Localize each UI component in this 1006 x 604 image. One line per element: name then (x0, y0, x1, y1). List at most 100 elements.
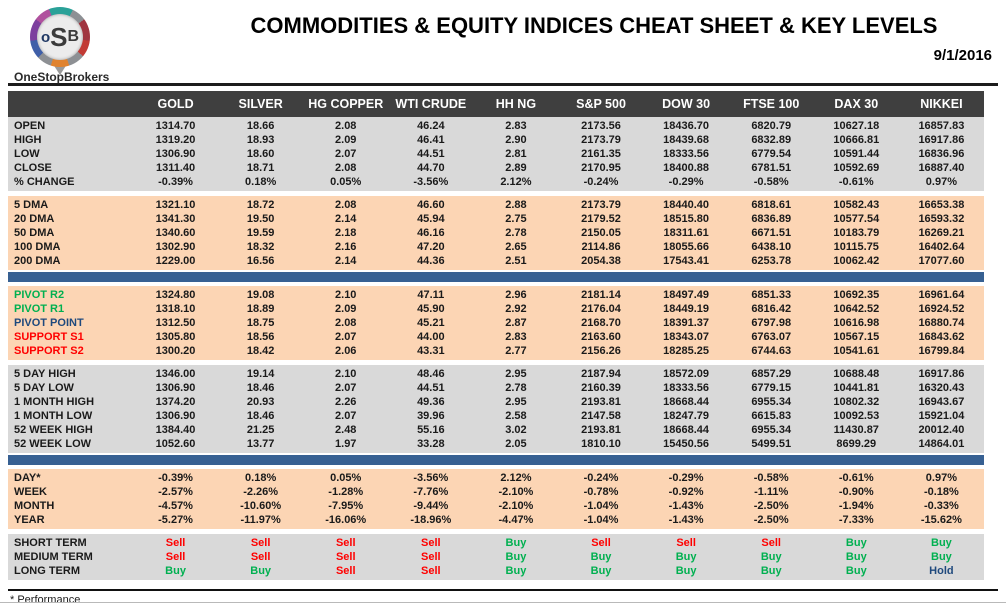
table-cell: 16320.43 (918, 382, 965, 394)
table-cell: 6832.89 (751, 134, 792, 146)
table-cell: 10115.75 (833, 241, 879, 253)
table-cell: -0.39% (158, 472, 193, 484)
table-cell: -3.56% (413, 472, 449, 484)
table-cell: -15.62% (920, 514, 962, 526)
page-bottom-edge (0, 602, 1006, 603)
section-divider-band (8, 272, 984, 282)
table-cell: 2.83 (505, 331, 527, 343)
table-cell: 1052.60 (155, 438, 196, 450)
table-cell: 0.97% (925, 176, 957, 188)
table-cell: 47.11 (417, 289, 445, 301)
table-cell: 10183.79 (833, 227, 880, 239)
footer-divider-rule (8, 589, 998, 591)
logo-brand-name: OneStopBrokers (14, 70, 110, 84)
table-cell: 18.32 (246, 241, 275, 253)
page-title: COMMODITIES & EQUITY INDICES CHEAT SHEET… (250, 13, 938, 38)
table-cell: Buy (760, 565, 782, 577)
table-cell: Sell (250, 537, 271, 549)
table-cell: 33.28 (417, 438, 445, 450)
table-cell: Buy (845, 565, 867, 577)
table-cell: 16.56 (246, 255, 275, 267)
table-cell: 18311.61 (663, 227, 709, 239)
table-cell: 6779.54 (751, 148, 792, 160)
table-cell: -1.94% (838, 500, 874, 512)
table-cell: Buy (165, 565, 186, 577)
table-cell: 18333.56 (663, 148, 710, 160)
table-cell: 2.14 (335, 213, 357, 225)
column-header-wti-crude: WTI CRUDE (395, 97, 467, 111)
table-cell: -1.43% (668, 500, 704, 512)
table-cell: 1384.40 (155, 424, 196, 436)
row-label: MEDIUM TERM (14, 551, 93, 563)
table-cell: 2173.79 (581, 134, 621, 146)
table-cell: 16593.32 (918, 213, 965, 225)
table-cell: 2.08 (335, 162, 357, 174)
table-cell: Sell (421, 551, 441, 563)
table-cell: 10642.52 (833, 303, 880, 315)
table-cell: 1346.00 (155, 368, 196, 380)
table-cell: -4.47% (498, 514, 534, 526)
table-cell: 2054.38 (581, 255, 621, 267)
table-cell: 18055.66 (663, 241, 710, 253)
table-cell: 1374.20 (155, 396, 196, 408)
section-performance: DAY* -0.39% 0.18% 0.05% -3.56% 2.12% -0.24% -0.… (8, 469, 984, 529)
section-moving-averages: 5 DMA 1321.10 18.72 2.08 46.60 2.88 2173.79 184… (8, 196, 984, 270)
table-cell: 6836.89 (751, 213, 792, 225)
table-row: OPEN 1314.70 18.66 2.08 46.24 2.83 2173.56 1843… (8, 119, 984, 133)
row-label: SHORT TERM (14, 537, 87, 549)
table-cell: 1300.20 (155, 345, 196, 357)
table-cell: -1.04% (583, 500, 619, 512)
table-cell: 6820.79 (751, 120, 792, 132)
table-cell: 2.07 (335, 410, 357, 422)
table-cell: 2.16 (335, 241, 357, 253)
table-cell: 15921.04 (918, 410, 965, 422)
table-cell: -2.50% (753, 500, 789, 512)
table-cell: -7.95% (328, 500, 364, 512)
table-cell: 6438.10 (751, 241, 792, 253)
table-row: DAY* -0.39% 0.18% 0.05% -3.56% 2.12% -0.24% -0.… (8, 471, 984, 485)
table-cell: -0.18% (923, 486, 959, 498)
table-cell: Buy (931, 537, 952, 549)
table-cell: 1302.90 (155, 241, 196, 253)
table-cell: 10666.81 (833, 134, 880, 146)
table-cell: 16269.21 (918, 227, 965, 239)
table-cell: -0.29% (668, 472, 704, 484)
column-header-hh-ng: HH NG (495, 97, 537, 111)
row-label: 1 MONTH LOW (14, 410, 93, 422)
table-cell: 18515.80 (663, 213, 710, 225)
table-cell: 6763.07 (751, 331, 792, 343)
table-cell: 6797.98 (751, 317, 792, 329)
table-cell: -1.28% (328, 486, 364, 498)
table-cell: 2.26 (335, 396, 357, 408)
table-cell: -0.58% (753, 176, 789, 188)
table-cell: 18285.25 (663, 345, 710, 357)
table-cell: 2.18 (335, 227, 357, 239)
column-header-gold: GOLD (157, 97, 194, 111)
table-cell: -0.90% (838, 486, 874, 498)
table-cell: 1340.60 (155, 227, 196, 239)
table-cell: -0.78% (583, 486, 619, 498)
table-cell: 1319.20 (155, 134, 196, 146)
table-cell: -0.24% (583, 472, 619, 484)
table-cell: -1.04% (583, 514, 619, 526)
table-cell: 18449.19 (663, 303, 710, 315)
table-cell: 2163.60 (581, 331, 621, 343)
row-label: MONTH (14, 500, 55, 512)
table-cell: 2.58 (505, 410, 527, 422)
table-cell: 2.08 (335, 199, 357, 211)
table-cell: 2.78 (505, 382, 527, 394)
report-date: 9/1/2016 (933, 47, 992, 64)
table-cell: 18.72 (246, 199, 275, 211)
table-row: 5 DMA 1321.10 18.72 2.08 46.60 2.88 2173.79 184… (8, 198, 984, 212)
column-header-silver: SILVER (238, 97, 283, 111)
table-cell: 18.89 (246, 303, 275, 315)
table-cell: 2160.39 (581, 382, 621, 394)
table-cell: -2.10% (498, 486, 534, 498)
table-cell: 18668.44 (663, 424, 710, 436)
table-cell: -18.96% (410, 514, 452, 526)
table-cell: 18333.56 (663, 382, 710, 394)
table-cell: 2173.56 (581, 120, 621, 132)
table-cell: 6851.33 (751, 289, 792, 301)
table-cell: 17543.41 (663, 255, 710, 267)
